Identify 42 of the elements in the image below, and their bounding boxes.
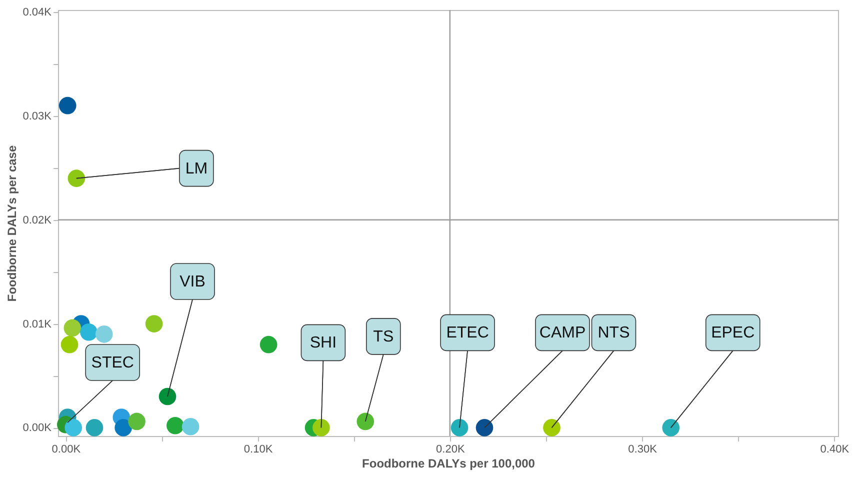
point xyxy=(60,336,78,354)
annotation: STEC xyxy=(91,354,134,372)
x-tick-label: 0.10K xyxy=(244,444,274,456)
x-tick-label: 0.00K xyxy=(52,444,82,456)
point xyxy=(64,419,82,436)
annotation: ETEC xyxy=(446,324,489,342)
y-axis-title: Foodborne DALYs per case xyxy=(4,145,19,302)
point xyxy=(662,419,680,436)
y-tick-label: 0.04K xyxy=(22,6,52,19)
y-tick-label: 0.03K xyxy=(22,110,52,122)
y-tick-label: 0.00K xyxy=(22,422,52,434)
annotation: LM xyxy=(185,160,208,178)
annotation: VIB xyxy=(180,274,206,291)
point xyxy=(95,326,113,343)
point xyxy=(80,323,98,341)
annotation: NTS xyxy=(598,324,630,342)
annotation: TS xyxy=(373,328,394,346)
point xyxy=(158,388,176,406)
x-tick-label: 0.20K xyxy=(436,444,466,456)
point xyxy=(166,416,184,434)
point xyxy=(86,419,104,436)
point xyxy=(450,419,468,436)
point xyxy=(356,412,374,430)
y-tick-label: 0.02K xyxy=(22,214,52,226)
y-tick-label: 0.01K xyxy=(22,318,52,330)
point xyxy=(182,418,200,436)
point xyxy=(64,319,82,337)
point xyxy=(58,96,76,114)
point xyxy=(260,336,278,354)
annotation: CAMP xyxy=(539,324,586,342)
x-tick-label: 0.30K xyxy=(628,444,658,456)
point xyxy=(68,170,86,187)
annotation: EPEC xyxy=(711,324,755,342)
point xyxy=(114,419,132,436)
point xyxy=(476,419,494,436)
point xyxy=(312,419,330,436)
x-axis-title: Foodborne DALYs per 100,000 xyxy=(362,456,536,470)
x-tick-label: 0.40K xyxy=(820,444,850,456)
annotation: SHI xyxy=(310,334,337,352)
point xyxy=(543,419,560,436)
point xyxy=(128,412,146,430)
point xyxy=(145,315,163,332)
